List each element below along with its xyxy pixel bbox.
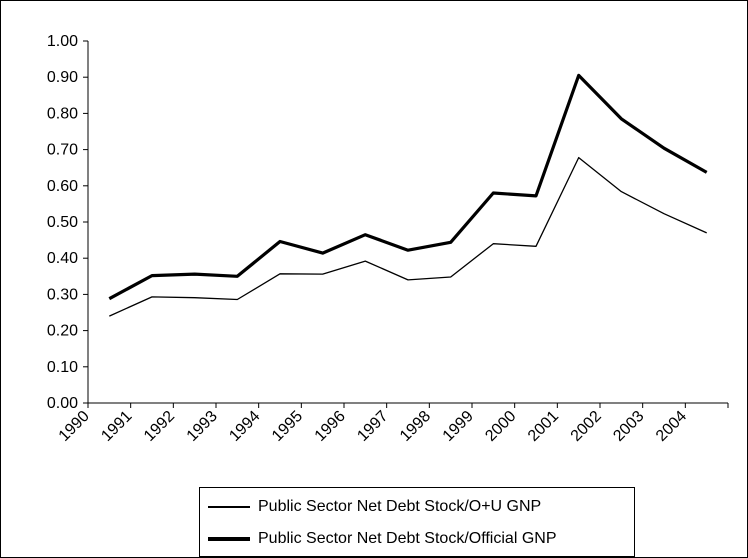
y-tick-label: 0.50 — [47, 214, 78, 231]
legend-label-thin: Public Sector Net Debt Stock/O+U GNP — [258, 498, 542, 515]
x-tick-label: 2004 — [653, 408, 690, 445]
x-tick-label: 2002 — [568, 408, 605, 445]
x-tick-label: 2003 — [610, 408, 647, 445]
x-axis-ticks: 1990 1991 1992 1993 1994 1995 1996 1997 1998 1999… — [56, 403, 729, 445]
y-tick-label: 0.30 — [47, 286, 78, 303]
y-tick-label: 0.10 — [47, 359, 78, 376]
x-tick-label: 1999 — [440, 408, 477, 445]
legend-label-thick: Public Sector Net Debt Stock/Official GN… — [258, 530, 557, 547]
y-tick-label: 0.20 — [47, 323, 78, 340]
y-tick-label: 0.70 — [47, 142, 78, 159]
series-line-official-gnp — [108, 73, 708, 301]
x-tick-label: 1998 — [397, 408, 434, 445]
x-tick-label: 1990 — [56, 408, 93, 445]
x-tick-label: 1991 — [98, 408, 135, 445]
y-tick-label: 0.40 — [47, 250, 78, 267]
x-tick-label: 1997 — [354, 408, 391, 445]
y-tick-label: 0.80 — [47, 105, 78, 122]
y-axis-ticks: 0.00 0.10 0.20 0.30 0.40 0.50 0.60 0.70 0.80 0.90… — [47, 33, 88, 412]
series-lines — [108, 73, 708, 317]
series-line-ou-gnp — [109, 156, 707, 317]
legend-swatch-thick — [208, 537, 250, 541]
legend: Public Sector Net Debt Stock/O+U GNP Pub… — [199, 487, 635, 557]
y-tick-label: 0.90 — [47, 69, 78, 86]
line-chart: 0.00 0.10 0.20 0.30 0.40 0.50 0.60 0.70 0.80 0.90… — [47, 33, 729, 445]
x-tick-label: 2001 — [525, 408, 562, 445]
y-tick-label: 1.00 — [47, 33, 78, 50]
axes — [87, 41, 728, 404]
x-tick-label: 2000 — [482, 408, 519, 445]
x-tick-label: 1995 — [269, 408, 306, 445]
x-tick-label: 1996 — [312, 408, 349, 445]
legend-item-thick: Public Sector Net Debt Stock/Official GN… — [208, 526, 556, 552]
legend-item-thin: Public Sector Net Debt Stock/O+U GNP — [208, 494, 541, 520]
y-tick-label: 0.00 — [47, 395, 78, 412]
legend-swatch-thin — [208, 506, 250, 508]
x-tick-label: 1994 — [226, 408, 263, 445]
x-tick-label: 1992 — [141, 408, 178, 445]
y-tick-label: 0.60 — [47, 178, 78, 195]
x-tick-label: 1993 — [184, 408, 221, 445]
